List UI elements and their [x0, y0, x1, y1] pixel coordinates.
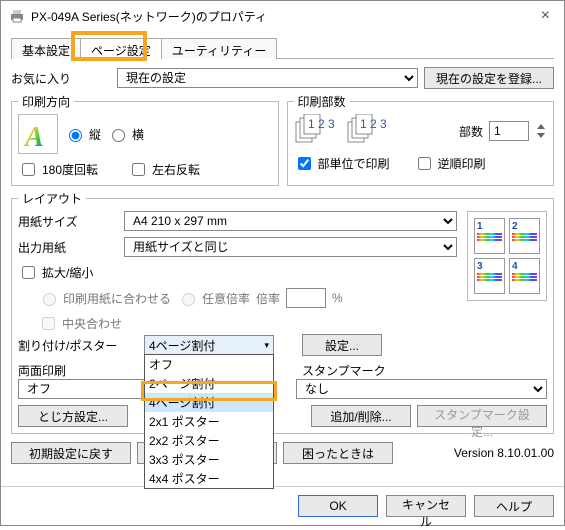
tab-page-setup[interactable]: ページ設定	[80, 38, 162, 59]
multipage-settings-button[interactable]: 設定...	[302, 334, 382, 356]
titlebar: PX-049A Series(ネットワーク)のプロパティ ×	[1, 1, 564, 31]
cancel-button[interactable]: キャンセル	[386, 495, 466, 517]
copies-label: 部数	[459, 123, 483, 140]
paper-size-label: 用紙サイズ	[18, 213, 118, 230]
reset-defaults-button[interactable]: 初期設定に戻す	[11, 442, 131, 464]
reverse-order-checkbox[interactable]: 逆順印刷	[414, 154, 486, 173]
center-checkbox[interactable]: 中央合わせ	[18, 314, 457, 333]
svg-text:1 2 3: 1 2 3	[360, 117, 387, 131]
orientation-group: 印刷方向 A 縦 横 180度回転 左右反転	[11, 93, 279, 186]
register-favorite-button[interactable]: 現在の設定を登録...	[424, 67, 554, 89]
collate-icon: 1 2 3	[294, 114, 340, 148]
fit-to-paper-radio[interactable]: 印刷用紙に合わせる	[38, 290, 171, 307]
layout-group: レイアウト 用紙サイズ A4 210 x 297 mm 出力用紙 用紙サイズと同…	[11, 190, 554, 434]
ok-button[interactable]: OK	[298, 495, 378, 517]
orientation-icon: A	[18, 114, 58, 154]
multipage-option-2x1[interactable]: 2x1 ポスター	[145, 412, 273, 431]
collate-checkbox[interactable]: 部単位で印刷	[294, 154, 390, 173]
multipage-dropdown-list: オフ 2ページ割付 4ページ割付 2x1 ポスター 2x2 ポスター 3x3 ポ…	[144, 354, 274, 489]
paper-size-select[interactable]: A4 210 x 297 mm	[124, 211, 457, 231]
stamp-select[interactable]: なし	[296, 379, 547, 399]
content-area: 基本設定 ページ設定 ユーティリティー お気に入り 現在の設定 現在の設定を登録…	[1, 31, 564, 486]
multipage-option-4x4[interactable]: 4x4 ポスター	[145, 469, 273, 488]
copies-spinner[interactable]	[535, 122, 547, 140]
copies-legend: 印刷部数	[294, 93, 350, 110]
version-label: Version 8.10.01.00	[454, 446, 554, 460]
duplex-label: 両面印刷	[18, 362, 138, 379]
collate-icon-2: 1 2 3	[346, 114, 392, 148]
mirror-checkbox[interactable]: 左右反転	[128, 160, 200, 179]
scale-input[interactable]	[286, 288, 326, 308]
multipage-option-off[interactable]: オフ	[145, 355, 273, 374]
tab-utility[interactable]: ユーティリティー	[161, 38, 278, 59]
multipage-dropdown[interactable]: 4ページ割付▾ オフ 2ページ割付 4ページ割付 2x1 ポスター 2x2 ポス…	[144, 335, 274, 355]
multipage-dropdown-button[interactable]: 4ページ割付▾	[144, 335, 274, 355]
orientation-legend: 印刷方向	[18, 93, 74, 110]
printer-icon	[9, 8, 25, 24]
custom-scale-radio[interactable]: 任意倍率	[177, 290, 250, 307]
rotate-180-checkbox[interactable]: 180度回転	[18, 160, 98, 179]
tabstrip: 基本設定 ページ設定 ユーティリティー	[11, 37, 554, 59]
close-icon[interactable]: ×	[535, 7, 556, 25]
stamp-label: スタンプマーク	[302, 362, 386, 379]
copies-group: 印刷部数 1 2 3 1 2 3 部数	[287, 93, 555, 186]
layout-preview: 1 2 3 4	[467, 211, 547, 301]
layout-legend: レイアウト	[18, 190, 86, 207]
orientation-landscape[interactable]: 横	[107, 126, 144, 143]
favorites-select[interactable]: 現在の設定	[117, 68, 418, 88]
binding-settings-button[interactable]: とじ方設定...	[18, 405, 128, 427]
multipage-option-2up[interactable]: 2ページ割付	[145, 374, 273, 393]
multipage-option-2x2[interactable]: 2x2 ポスター	[145, 431, 273, 450]
multipage-option-3x3[interactable]: 3x3 ポスター	[145, 450, 273, 469]
svg-text:A: A	[23, 122, 44, 153]
help-button[interactable]: ヘルプ	[474, 495, 554, 517]
orientation-portrait[interactable]: 縦	[64, 126, 101, 143]
tab-basic[interactable]: 基本設定	[11, 38, 81, 59]
scale-ratio-label: 倍率	[256, 290, 280, 307]
troubleshoot-button[interactable]: 困ったときは	[283, 442, 393, 464]
stamp-settings-button[interactable]: スタンプマーク設定...	[417, 405, 547, 427]
favorites-label: お気に入り	[11, 70, 111, 87]
percent-label: %	[332, 291, 343, 305]
output-paper-select[interactable]: 用紙サイズと同じ	[124, 237, 457, 257]
svg-text:1 2 3: 1 2 3	[308, 117, 335, 131]
properties-window: PX-049A Series(ネットワーク)のプロパティ × 基本設定 ページ設…	[0, 0, 565, 526]
multipage-label: 割り付け/ポスター	[18, 337, 138, 354]
multipage-option-4up[interactable]: 4ページ割付	[145, 393, 273, 412]
output-paper-label: 出力用紙	[18, 239, 118, 256]
scale-checkbox[interactable]: 拡大/縮小	[18, 263, 457, 282]
window-title: PX-049A Series(ネットワーク)のプロパティ	[31, 8, 535, 25]
copies-input[interactable]	[489, 121, 529, 141]
stamp-add-remove-button[interactable]: 追加/削除...	[311, 405, 411, 427]
dialog-footer: OK キャンセル ヘルプ	[1, 486, 564, 525]
